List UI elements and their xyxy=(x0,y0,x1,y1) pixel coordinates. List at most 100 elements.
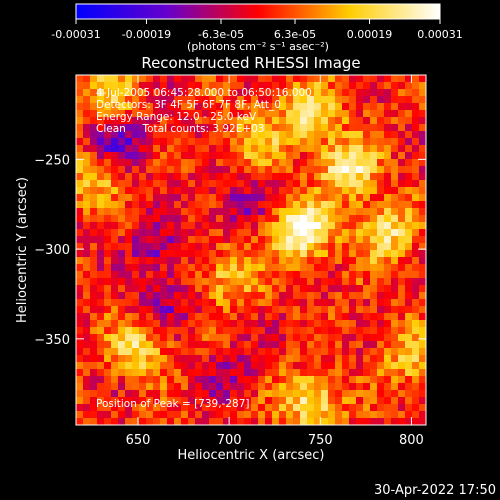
heatmap-cell xyxy=(181,397,189,405)
heatmap-cell xyxy=(398,341,406,349)
heatmap-cell xyxy=(258,187,266,195)
heatmap-cell xyxy=(202,376,210,384)
heatmap-cell xyxy=(286,82,294,90)
heatmap-cell xyxy=(104,292,112,300)
heatmap-cell xyxy=(181,390,189,398)
heatmap-cell xyxy=(377,82,385,90)
heatmap-cell xyxy=(125,411,133,419)
heatmap-cell xyxy=(398,355,406,363)
heatmap-cell xyxy=(139,201,147,209)
heatmap-cell xyxy=(279,348,287,356)
heatmap-cell xyxy=(370,110,378,118)
heatmap-cell xyxy=(174,383,182,391)
heatmap-cell xyxy=(377,271,385,279)
heatmap-cell xyxy=(307,278,315,286)
heatmap-cell xyxy=(167,299,175,307)
heatmap-cell xyxy=(181,187,189,195)
heatmap-cell xyxy=(83,411,91,419)
heatmap-cell xyxy=(167,397,175,405)
heatmap-cell xyxy=(132,411,140,419)
heatmap-cell xyxy=(349,362,357,370)
heatmap-cell xyxy=(314,159,322,167)
heatmap-cell xyxy=(251,327,259,335)
heatmap-cell xyxy=(335,271,343,279)
heatmap-cell xyxy=(377,187,385,195)
heatmap-cell xyxy=(328,264,336,272)
heatmap-cell xyxy=(384,173,392,181)
heatmap-cell xyxy=(139,173,147,181)
heatmap-cell xyxy=(251,243,259,251)
heatmap-cell xyxy=(209,173,217,181)
heatmap-cell xyxy=(258,285,266,293)
heatmap-cell xyxy=(216,341,224,349)
heatmap-cell xyxy=(342,306,350,314)
heatmap-cell xyxy=(356,362,364,370)
heatmap-cell xyxy=(363,201,371,209)
heatmap-cell xyxy=(111,173,119,181)
heatmap-cell xyxy=(405,166,413,174)
heatmap-cell xyxy=(230,418,238,425)
heatmap-cell xyxy=(83,89,91,97)
heatmap-cell xyxy=(97,334,105,342)
heatmap-cell xyxy=(97,418,105,425)
heatmap-cell xyxy=(293,124,301,132)
heatmap-cell xyxy=(167,292,175,300)
heatmap-cell xyxy=(314,187,322,195)
heatmap-cell xyxy=(181,229,189,237)
heatmap-cell xyxy=(293,110,301,118)
heatmap-cell xyxy=(83,390,91,398)
heatmap-cell xyxy=(251,236,259,244)
heatmap-cell xyxy=(307,173,315,181)
heatmap-cell xyxy=(300,124,308,132)
heatmap-cell xyxy=(160,397,168,405)
heatmap-cell xyxy=(377,313,385,321)
heatmap-cell xyxy=(97,159,105,167)
heatmap-cell xyxy=(188,243,196,251)
heatmap-cell xyxy=(377,243,385,251)
heatmap-cell xyxy=(181,369,189,377)
heatmap-cell xyxy=(419,376,426,384)
heatmap-cell xyxy=(83,173,91,181)
heatmap-cell xyxy=(153,264,161,272)
heatmap-cell xyxy=(244,96,252,104)
heatmap-cell xyxy=(391,103,399,111)
heatmap-cell xyxy=(335,201,343,209)
heatmap-cell xyxy=(391,145,399,153)
heatmap-cell xyxy=(216,96,224,104)
heatmap-cell xyxy=(286,376,294,384)
heatmap-cell xyxy=(111,369,119,377)
heatmap-cell xyxy=(286,215,294,223)
heatmap-cell xyxy=(202,250,210,258)
heatmap-cell xyxy=(202,341,210,349)
heatmap-cell xyxy=(398,306,406,314)
heatmap-cell xyxy=(349,215,357,223)
heatmap-cell xyxy=(384,313,392,321)
heatmap-cell xyxy=(314,271,322,279)
heatmap-cell xyxy=(405,75,413,83)
heatmap-cell xyxy=(146,243,154,251)
heatmap-cell xyxy=(391,278,399,286)
heatmap-cell xyxy=(356,96,364,104)
heatmap-cell xyxy=(391,89,399,97)
heatmap-cell xyxy=(258,313,266,321)
heatmap-cell xyxy=(321,215,329,223)
heatmap-cell xyxy=(104,355,112,363)
heatmap-cell xyxy=(272,187,280,195)
heatmap-cell xyxy=(293,418,301,425)
heatmap-cell xyxy=(258,243,266,251)
heatmap-cell xyxy=(111,180,119,188)
heatmap-cell xyxy=(314,278,322,286)
heatmap-cell xyxy=(342,82,350,90)
heatmap-cell xyxy=(370,285,378,293)
heatmap-cell xyxy=(251,145,259,153)
heatmap-cell xyxy=(111,117,119,125)
heatmap-cell xyxy=(412,306,420,314)
heatmap-cell xyxy=(209,278,217,286)
heatmap-cell xyxy=(307,243,315,251)
heatmap-cell xyxy=(251,103,259,111)
heatmap-cell xyxy=(370,418,378,425)
heatmap-cell xyxy=(104,418,112,425)
heatmap-cell xyxy=(419,201,426,209)
heatmap-cell xyxy=(363,222,371,230)
heatmap-cell xyxy=(328,229,336,237)
